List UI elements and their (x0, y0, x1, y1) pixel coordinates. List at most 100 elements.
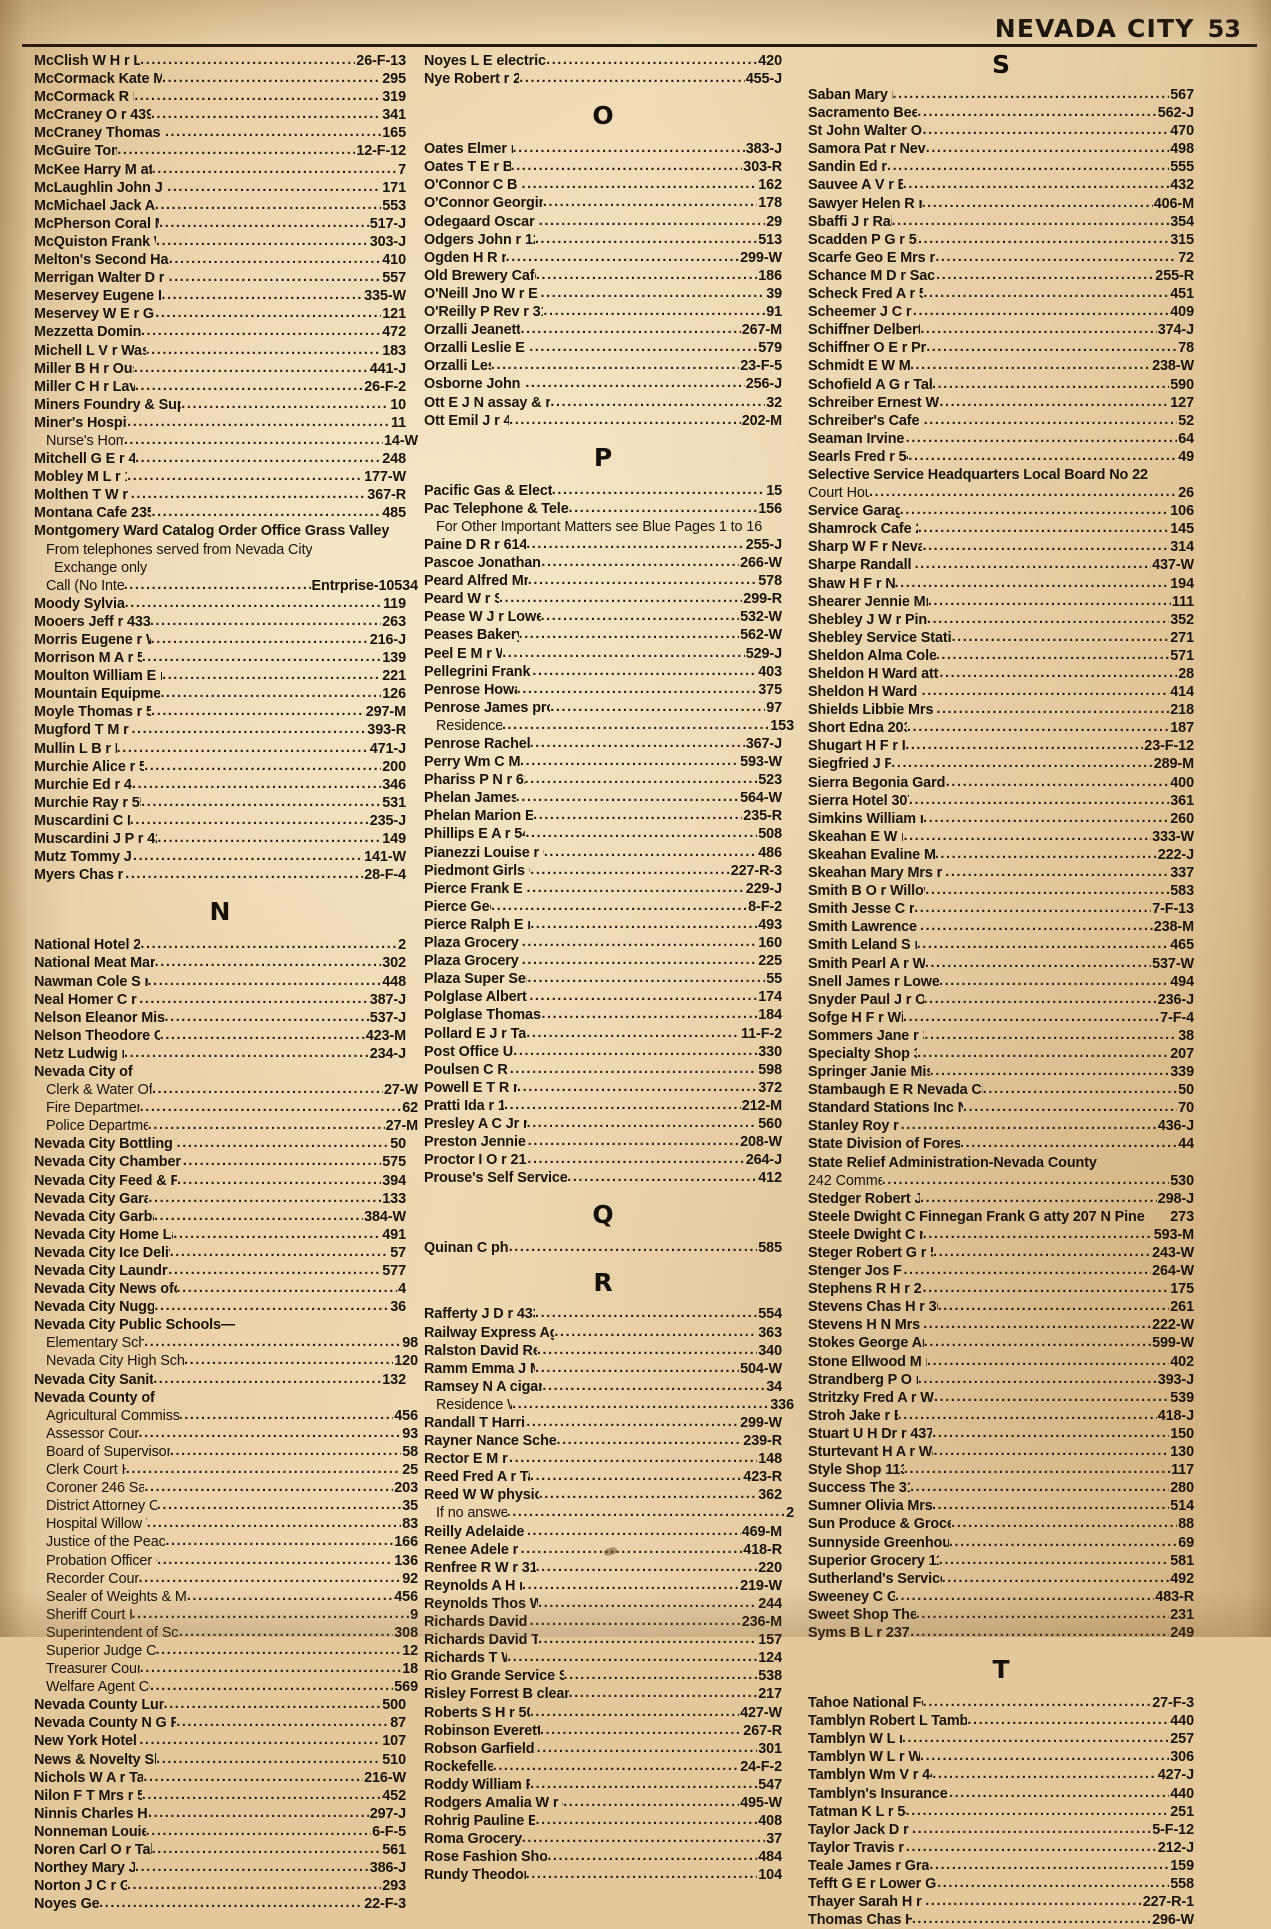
directory-entry: Richards T W r Pine 124 (424, 1649, 782, 1667)
entry-name: Justice of the Peace Court House (46, 1534, 166, 1551)
entry-name: Presley A C Jr r 411 Winter (424, 1115, 527, 1132)
directory-entry: Scarfe Geo E Mrs r 134 Boulder 72 (808, 249, 1194, 267)
entry-name: Scheck Fred A r 516 Nevada (808, 286, 924, 303)
entry-number: 557 (382, 270, 406, 287)
directory-entry: Richards David S r 407 Winter 236-M (424, 1613, 782, 1631)
entry-number: 303-R (743, 159, 782, 176)
directory-entry: Mutz Tommy J r 345 Long 141-W (34, 848, 406, 866)
entry-number: 440 (1170, 1785, 1194, 1802)
entry-leader-dots (151, 631, 369, 648)
entry-name: Rodgers Amalia W r 462 Lower Grass Valle… (424, 1794, 563, 1811)
entry-number: 255-R (1155, 267, 1194, 284)
directory-entry: Mountain Equipment Co 108 Clark 126 (34, 685, 406, 703)
directory-entry: Sheldon Alma Cole r 242 Nevada 571 (808, 647, 1194, 665)
entry-list-n: National Hotel 211 Broad2National Meat M… (34, 936, 418, 1913)
entry-number: 561 (382, 1842, 406, 1858)
entry-leader-dots (509, 1239, 758, 1256)
directory-entry: Selective Service Headquarters Local Boa… (808, 466, 1194, 484)
entry-leader-dots (946, 774, 1169, 791)
entry-leader-dots (140, 52, 355, 69)
entry-name: Perry Wm C Mrs r Boulder (424, 754, 521, 771)
entry-name: Odegaard Oscar J r 441 Broad (424, 213, 539, 230)
entry-name: Poulsen C R r Martin (424, 1061, 510, 1078)
entry-number: 216-W (364, 1769, 406, 1786)
entry-leader-dots (926, 140, 1170, 157)
entry-name: Sealer of Weights & Measures Court House (46, 1588, 187, 1605)
directory-entry: Nevada City Garage 128 Main 133 (34, 1190, 406, 1208)
entry-name: Molthen T W r 119 Grove (34, 487, 131, 504)
entry-number: 200 (382, 758, 406, 775)
entry-name: Morris Eugene r Washington Rd (34, 632, 151, 648)
entry-number: 187 (1170, 720, 1194, 737)
entry-name: State Division of Forestry Grass Valley … (808, 1136, 961, 1153)
entry-name: Steger Robert G r 516 Sacramento (808, 1245, 933, 1261)
entry-leader-dots (942, 1570, 1170, 1587)
entry-leader-dots (925, 955, 1151, 972)
entry-leader-dots (934, 1389, 1169, 1406)
entry-leader-dots (504, 1097, 741, 1114)
entry-leader-dots (917, 1045, 1169, 1062)
directory-entry: Montana Cafe 235 Commercial 485 (34, 504, 406, 522)
entry-name: Clerk & Water Office City Hall (46, 1082, 152, 1099)
entry-number: 400 (1170, 774, 1194, 791)
directory-entry: If no answer call 2 (424, 1504, 794, 1522)
directory-entry: Clerk Court House 25 (34, 1461, 418, 1479)
entry-name: Mutz Tommy J r 345 Long (34, 849, 133, 866)
entry-number: 36 (390, 1299, 406, 1316)
entry-number: 583 (1170, 883, 1194, 900)
entry-number: 26 (1178, 485, 1194, 502)
entry-name: Nevada City Laundry 229 Commercial (34, 1263, 168, 1279)
directory-entry: Schreiber's Cafe 233 Broad 52 (808, 412, 1194, 430)
entry-name: Coroner 246 Sacramento (46, 1480, 145, 1497)
entry-leader-dots (157, 1497, 401, 1514)
directory-entry: Seaman Irvine r Clark 64 (808, 430, 1194, 448)
entry-leader-dots (512, 1396, 769, 1413)
entry-number: 494 (1170, 973, 1194, 990)
entry-leader-dots (552, 482, 765, 499)
entry-leader-dots (922, 538, 1169, 555)
directory-entry: Oates T E r Banner Rd 303-R (424, 158, 782, 176)
directory-entry: Stedger Robert Jr r 441 Zion 298-J (808, 1190, 1194, 1208)
entry-number: 598 (758, 1061, 782, 1078)
entry-name: Standard Stations Inc No 597 Broad & Mai… (808, 1100, 964, 1117)
entry-name: Schmidt E W Mrs r Broad (808, 358, 910, 375)
entry-number: 440 (1170, 1713, 1194, 1730)
entry-leader-dots (930, 1063, 1170, 1080)
entry-name: Sharp W F r Nevada City Hy (808, 539, 923, 556)
entry-name: Prouse's Self Service Market Grass Valle… (424, 1170, 568, 1187)
directory-entry: McKee Harry M atty 205 Pine 7 (34, 161, 406, 179)
entry-number: 225 (758, 953, 782, 970)
entry-number: 26-F-2 (364, 378, 406, 395)
directory-entry: Nye Robert r 218 Boulder 455-J (424, 70, 782, 88)
entry-leader-dots (161, 287, 363, 304)
entry-leader-dots (499, 590, 742, 607)
directory-entry: Nevada County Lumber Co Boulder 500 (34, 1696, 406, 1714)
entry-name: Fire Department Broad (46, 1100, 140, 1117)
entry-number: 203 (394, 1480, 418, 1497)
directory-entry: Welfare Agent Court House 569 (34, 1678, 418, 1696)
entry-name: Nelson Theodore C r Washington Rd (34, 1027, 160, 1044)
directory-entry: Sbaffi J r Railroad 354 (808, 213, 1194, 231)
entry-name: Thayer Sarah H r Lake Vera Blvd (808, 1894, 925, 1911)
entry-number: 414 (1170, 684, 1194, 701)
entry-number: 207 (1170, 1045, 1194, 1062)
directory-entry: Stevens Chas H r 309 Gethsemne 261 (808, 1298, 1194, 1316)
entry-number: 183 (382, 342, 406, 359)
directory-entry: Scheck Fred A r 516 Nevada 451 (808, 285, 1194, 303)
directory-entry: Simkins William r Town Talk 260 (808, 810, 1194, 828)
entry-leader-dots (127, 1877, 381, 1894)
entry-leader-dots (165, 124, 381, 141)
directory-entry: Justice of the Peace Court House 166 (34, 1533, 418, 1551)
directory-entry: Mezzetta Dominic r Adams 472 (34, 323, 406, 341)
entry-number: 384-W (364, 1208, 406, 1225)
entry-number: 510 (382, 1751, 406, 1768)
entry-number: Entrprise-10534 (311, 577, 419, 594)
entry-name: Stambaugh E R Nevada City Botlng Wrks Wa… (808, 1082, 983, 1099)
directory-entry: Nevada City Public Schools— (34, 1316, 406, 1334)
directory-entry: Osborne John K r Ridge Rd 256-J (424, 375, 782, 393)
entry-leader-dots (134, 360, 369, 377)
entry-leader-dots (925, 882, 1169, 899)
entry-name: Pratti Ida r 110 Clark (424, 1097, 504, 1114)
entry-name: Sturtevant H A r Washington Rd (808, 1444, 933, 1461)
entry-name: Nilon F T Mrs r 503 Nevada (34, 1787, 142, 1804)
